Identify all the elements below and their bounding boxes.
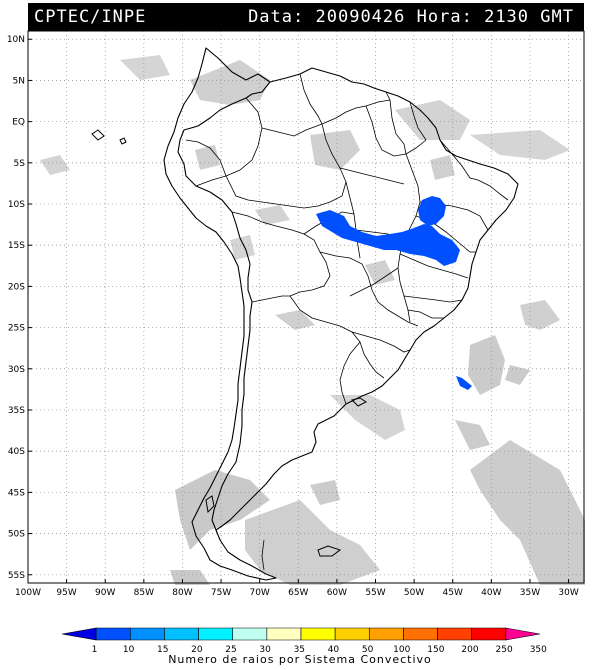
date-value: 20090426 <box>315 7 406 27</box>
colorbar-segment <box>368 627 404 641</box>
lightning-clusters <box>316 196 472 390</box>
lat-label: 55S <box>8 571 25 581</box>
colorbar-tick-label: 1 <box>92 645 98 655</box>
lat-label: 45S <box>8 488 25 498</box>
colorbar-segment <box>198 627 234 641</box>
lat-label: 50S <box>8 530 25 540</box>
colorbar-segment <box>334 627 370 641</box>
time-label: Hora: <box>416 7 473 27</box>
colorbar-tick-label: 40 <box>328 645 340 655</box>
lat-label: 10S <box>8 200 25 210</box>
lon-label: 95W <box>56 588 76 598</box>
colorbar-tick-label: 15 <box>157 645 168 655</box>
lat-label: 30S <box>8 365 25 375</box>
colorbar-segment <box>95 627 131 641</box>
colorbar-segment <box>164 627 199 641</box>
lat-label: 10N <box>7 35 25 45</box>
lon-label: 65W <box>288 588 308 598</box>
colorbar-tick-label: 10 <box>123 645 135 655</box>
map-frame <box>27 30 585 584</box>
longitude-labels: 100W 95W 90W 85W 80W 75W 70W 65W 60W 55W 50W 45W 40W… <box>15 579 579 598</box>
colorbar-segment <box>129 627 165 641</box>
timestamp: Data: 20090426 Hora: 2130 GMT <box>248 7 574 27</box>
islands <box>91 129 367 557</box>
cloud-layer <box>40 55 585 585</box>
colorbar-title: Numero de raios por Sistema Convectivo <box>168 653 432 666</box>
lon-label: 35W <box>520 588 540 598</box>
colorbar-tick-label: 30 <box>259 645 271 655</box>
header-bar: CPTEC/INPE Data: 20090426 Hora: 2130 GMT <box>28 3 584 31</box>
time-value: 2130 <box>484 7 530 27</box>
lat-label: 35S <box>8 406 25 416</box>
lon-label: 55W <box>365 588 385 598</box>
lon-label: 40W <box>481 588 501 598</box>
colorbar-segment <box>505 627 541 641</box>
colorbar-tick-label: 200 <box>461 645 478 655</box>
colorbar: 1 10 15 20 25 30 35 40 50 100 150 200 250 350 <box>61 627 547 655</box>
lon-label: 50W <box>404 588 424 598</box>
latitude-labels: 10N 5N EQ 5S 10S 15S 20S 25S 30S 35S 40S 45S 50S 55S <box>7 35 32 581</box>
timezone: GMT <box>540 7 574 27</box>
colorbar-segment <box>403 627 438 641</box>
lat-label: 20S <box>8 282 25 292</box>
colorbar-tick-label: 100 <box>393 645 410 655</box>
colorbar-segment <box>471 627 507 641</box>
lon-label: 90W <box>95 588 115 598</box>
lat-label: 15S <box>8 241 25 251</box>
colorbar-segment <box>437 627 473 641</box>
lat-label: 25S <box>8 324 25 334</box>
colorbar-segment <box>266 627 302 641</box>
lon-label: 45W <box>443 588 463 598</box>
lon-label: 70W <box>249 588 269 598</box>
lon-label: 30W <box>558 588 578 598</box>
lat-label: EQ <box>12 118 25 128</box>
colorbar-segment <box>61 627 97 641</box>
lon-label: 75W <box>211 588 231 598</box>
colorbar-segment <box>300 627 336 641</box>
colorbar-tick-label: 350 <box>530 645 547 655</box>
colorbar-tick-label: 150 <box>427 645 444 655</box>
lon-label: 80W <box>172 588 192 598</box>
lon-label: 100W <box>15 588 41 598</box>
colorbar-segment <box>232 627 268 641</box>
date-label: Data: <box>248 7 305 27</box>
lat-label: 5N <box>13 76 25 86</box>
source-label: CPTEC/INPE <box>34 7 147 27</box>
colorbar-tick-label: 250 <box>496 645 513 655</box>
lat-label: 5S <box>14 159 26 169</box>
colorbar-tick-label: 25 <box>225 645 236 655</box>
lon-label: 85W <box>134 588 154 598</box>
colorbar-tick-label: 35 <box>294 645 305 655</box>
colorbar-tick-label: 20 <box>191 645 203 655</box>
lon-label: 60W <box>327 588 347 598</box>
colorbar-tick-label: 50 <box>362 645 374 655</box>
lat-label: 40S <box>8 447 25 457</box>
